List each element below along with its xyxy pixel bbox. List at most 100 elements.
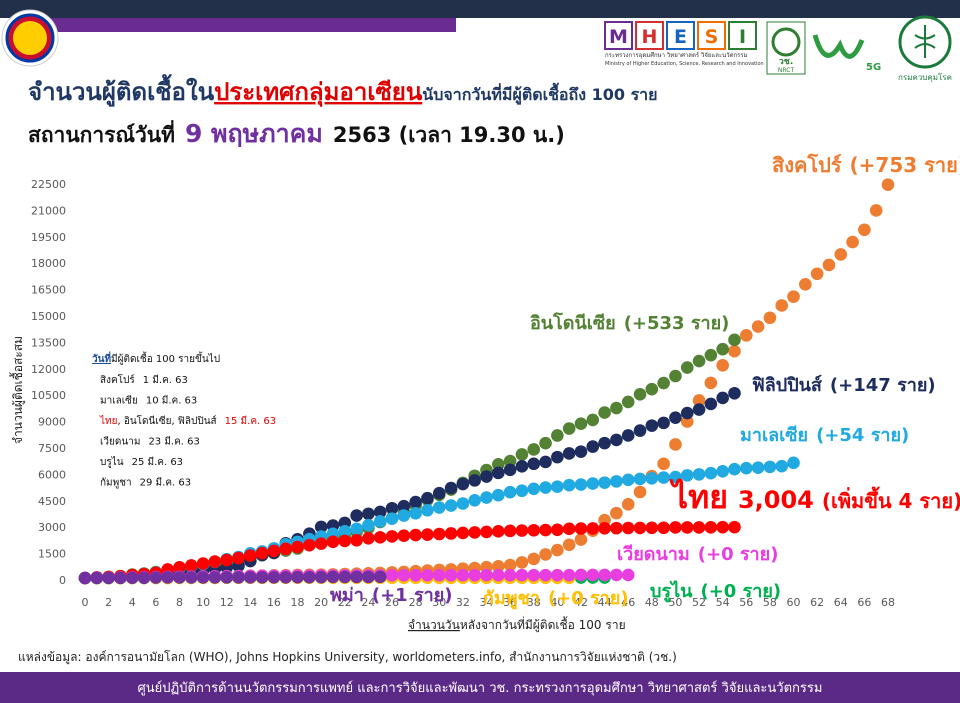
y-tick-label: 21000 — [31, 204, 66, 217]
point — [704, 397, 718, 411]
point — [739, 329, 753, 342]
point — [574, 417, 588, 430]
point — [657, 376, 670, 390]
y-tick-label: 13500 — [31, 336, 66, 349]
point — [385, 501, 399, 515]
chart-subtitle: สถานการณ์วันที่ 9 พฤษภาคม 2563 (เวลา 19.30… — [28, 119, 565, 148]
point — [492, 568, 505, 582]
y-tick-label: 16500 — [31, 284, 66, 297]
point — [539, 523, 552, 537]
x-tick-label: 54 — [716, 596, 730, 609]
x-tick-label: 38 — [527, 596, 541, 609]
logo-letter: M — [609, 26, 628, 48]
point — [657, 416, 670, 430]
nrct-en: NRCT — [778, 67, 795, 74]
point — [114, 571, 127, 585]
point — [574, 568, 588, 582]
series-note: (+0 ราย) — [548, 588, 629, 609]
point — [527, 457, 541, 471]
point — [468, 568, 481, 582]
point — [492, 525, 505, 538]
point — [421, 528, 434, 541]
point — [397, 509, 411, 522]
point — [409, 495, 422, 509]
series-label: ฟิลิปปินส์ (+147 ราย) — [752, 374, 936, 396]
series-name: เวียดนาม — [617, 544, 690, 565]
point — [326, 570, 340, 584]
point — [255, 546, 269, 560]
point — [692, 403, 706, 416]
title-part: นับจากวันที่มีผู้ติดเชื้อถึง 100 ราย — [422, 82, 657, 106]
inset-arrowhead — [79, 551, 91, 562]
point — [657, 471, 670, 484]
x-tick-label: 22 — [338, 596, 352, 609]
x-tick-label: 24 — [361, 596, 375, 609]
point — [492, 488, 505, 502]
point — [822, 258, 836, 272]
series-name: สิงคโปร์ — [772, 153, 842, 177]
point — [314, 570, 328, 584]
point — [562, 422, 576, 435]
inset-country: ไทย — [99, 415, 117, 427]
point — [704, 466, 718, 480]
point — [574, 533, 588, 546]
point — [232, 551, 245, 565]
point — [621, 568, 635, 582]
x-tick-label: 48 — [645, 596, 659, 609]
point — [539, 436, 552, 450]
inset-date: 23 มี.ค. 63 — [148, 436, 199, 448]
point — [527, 482, 541, 496]
point — [669, 438, 682, 451]
series-label: อินโดนีเซีย (+533 ราย) — [530, 312, 730, 334]
point — [598, 568, 611, 582]
x-tick-label: 46 — [621, 596, 635, 609]
point — [432, 568, 446, 582]
series-name: กัมพูชา — [483, 588, 540, 610]
point — [775, 459, 789, 473]
point — [586, 568, 600, 582]
point — [480, 525, 493, 539]
footer-bar — [0, 672, 960, 703]
series-name: มาเลเซีย — [740, 425, 808, 446]
point — [492, 466, 505, 480]
x-tick-label: 58 — [763, 596, 777, 609]
point — [657, 457, 670, 471]
inset-country: , อินโดนีเซีย, ฟิลิปปินส์ — [117, 414, 216, 427]
inset-date: 29 มี.ค. 63 — [140, 477, 191, 489]
point — [598, 521, 611, 535]
x-tick-label: 12 — [220, 596, 234, 609]
point — [669, 521, 682, 534]
point — [173, 571, 186, 584]
point — [444, 481, 458, 495]
point — [196, 571, 210, 584]
point — [598, 436, 611, 450]
x-tick-label: 60 — [787, 596, 801, 609]
point — [539, 548, 552, 561]
point — [279, 542, 293, 556]
point — [551, 450, 564, 464]
point — [432, 486, 446, 500]
point — [728, 462, 741, 476]
point — [539, 568, 552, 582]
point — [645, 382, 659, 396]
plot: 0150030004500600075009000105001200013500… — [31, 153, 960, 610]
point — [362, 507, 375, 521]
y-tick-label: 10500 — [31, 389, 66, 402]
point — [291, 570, 304, 584]
point — [657, 521, 670, 535]
y-tick-label: 22500 — [31, 178, 66, 191]
y-tick-label: 7500 — [38, 442, 66, 455]
series-label: กัมพูชา (+0 ราย) — [483, 588, 629, 610]
point — [338, 534, 352, 548]
point — [503, 558, 517, 572]
point — [621, 498, 635, 511]
point — [373, 515, 387, 528]
fiveg-label: 5G — [866, 62, 881, 73]
point — [184, 559, 198, 572]
point — [515, 568, 529, 582]
title-highlight: ประเทศกลุ่มอาเซียน — [214, 78, 423, 108]
logo-box — [604, 21, 633, 50]
point — [373, 531, 387, 544]
inset-country: กัมพูชา — [100, 478, 132, 489]
